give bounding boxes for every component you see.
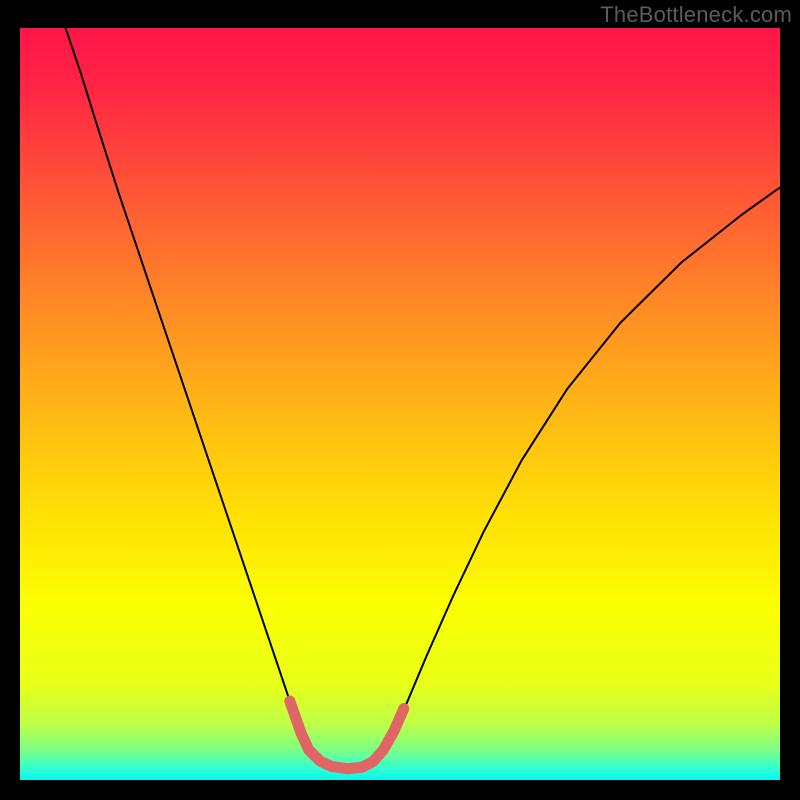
bottleneck-chart [0,0,800,800]
gradient-background [20,28,780,780]
